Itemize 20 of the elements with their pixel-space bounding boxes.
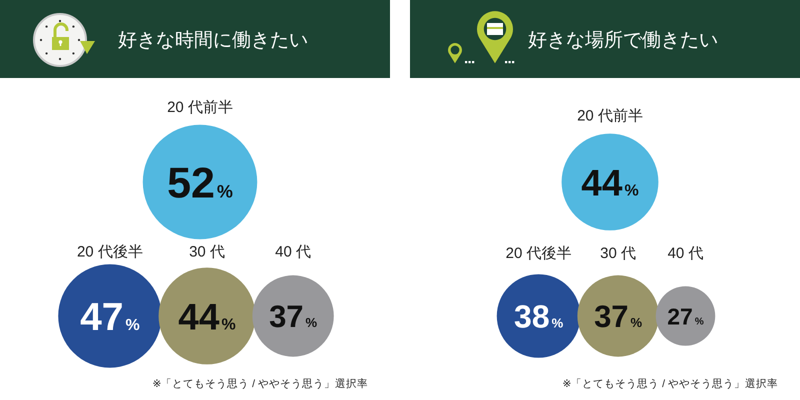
category-label: 20 代前半: [167, 98, 233, 116]
category-label: 20 代前半: [577, 108, 643, 125]
category-label: 40 代: [668, 245, 704, 262]
data-label: 47%: [80, 296, 140, 340]
text: ※「とてもそう思う / ややそう思う」選択率: [562, 377, 778, 390]
text: ※「とてもそう思う / ややそう思う」選択率: [152, 377, 368, 390]
data-label: 37%: [269, 299, 318, 334]
category-label: 20 代後半: [506, 245, 572, 262]
category-label: 30 代: [189, 243, 225, 260]
data-label: 27%: [667, 303, 704, 330]
text: 好きな時間に働きたい: [118, 30, 308, 51]
data-label: 44%: [581, 162, 639, 204]
data-label: 52%: [167, 159, 233, 208]
text: 好きな場所で働きたい: [528, 30, 718, 51]
data-label: 44%: [178, 296, 236, 338]
category-label: 30 代: [600, 245, 636, 262]
category-label: 40 代: [275, 243, 312, 260]
category-label: 20 代後半: [76, 243, 143, 260]
data-label: 38%: [514, 298, 564, 335]
data-label: 37%: [594, 299, 643, 334]
